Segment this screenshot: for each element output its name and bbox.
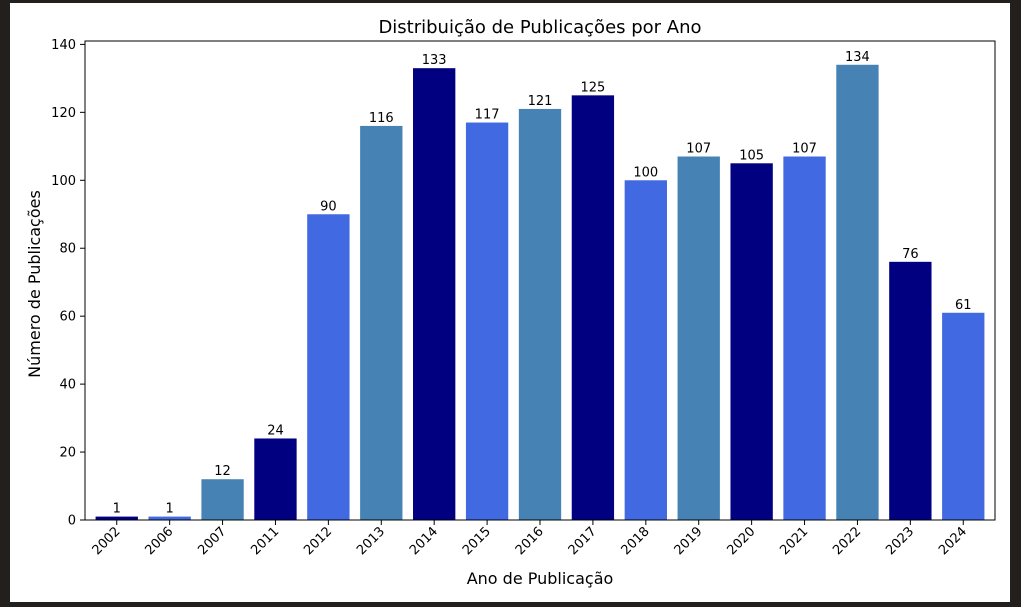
plot-area: 1 1 12 24 90 116 133 117 121 125 100 107 105 107 134 76… [51, 38, 996, 558]
bar-value-label: 12 [214, 464, 231, 479]
x-tick-label: 2016 [513, 524, 547, 558]
bar-value-label: 105 [739, 148, 764, 163]
y-tick-label: 40 [59, 378, 76, 393]
bar [836, 64, 879, 520]
bar [201, 479, 244, 520]
bar-value-label: 134 [845, 50, 870, 65]
bar [942, 312, 985, 520]
bar-value-label: 116 [369, 111, 394, 126]
bar-value-label: 90 [320, 199, 337, 214]
bar [254, 438, 297, 520]
y-axis-label: Número de Publicações [25, 190, 44, 378]
bar [677, 156, 720, 520]
bar [360, 125, 403, 521]
x-axis-label: Ano de Publicação [467, 569, 614, 588]
y-tick-label: 20 [59, 446, 76, 461]
bar-value-label: 1 [113, 502, 121, 517]
bar [148, 516, 191, 520]
x-tick-label: 2022 [830, 524, 864, 558]
bar-value-label: 125 [580, 80, 605, 95]
chart-title: Distribuição de Publicações por Ano [378, 17, 701, 38]
y-tick-label: 120 [51, 106, 76, 121]
y-tick-label: 80 [59, 242, 76, 257]
bar-value-label: 24 [267, 423, 284, 438]
bar-value-label: 107 [792, 142, 817, 157]
x-tick-label: 2011 [248, 524, 282, 558]
y-tick-label: 100 [51, 174, 76, 189]
bar-value-label: 121 [528, 94, 553, 109]
y-tick-label: 140 [51, 38, 76, 53]
x-tick-label: 2018 [619, 524, 653, 558]
bar-value-label: 76 [902, 247, 919, 262]
axes-frame [84, 40, 996, 521]
bar [307, 214, 350, 520]
bar [730, 163, 773, 521]
x-tick-label: 2006 [142, 524, 176, 558]
chart-frame: Distribuição de Publicações por Ano Ano … [10, 3, 1010, 602]
x-tick-label: 2017 [566, 524, 600, 558]
bar [783, 156, 826, 520]
bar-value-label: 100 [633, 165, 658, 180]
x-tick-label: 2024 [936, 524, 970, 558]
x-tick-label: 2021 [777, 524, 811, 558]
bar [518, 108, 562, 520]
x-tick-label: 2013 [354, 524, 388, 558]
y-tick-label: 0 [68, 514, 76, 529]
x-tick-label: 2023 [883, 524, 917, 558]
x-tick-label: 2015 [460, 524, 494, 558]
bar-chart: Distribuição de Publicações por Ano Ano … [25, 17, 996, 588]
x-tick-label: 2002 [90, 524, 124, 558]
x-tick-label: 2007 [195, 524, 229, 558]
bar-value-label: 117 [475, 108, 500, 123]
bar [571, 95, 615, 520]
bar [624, 180, 667, 520]
bar-value-label: 107 [686, 142, 711, 157]
bar [889, 261, 932, 520]
x-tick-label: 2020 [724, 524, 758, 558]
bar-value-label: 133 [422, 53, 447, 68]
bar [465, 122, 509, 520]
y-tick-label: 60 [59, 310, 76, 325]
bar [95, 516, 138, 520]
x-tick-label: 2019 [672, 524, 706, 558]
x-tick-label: 2012 [301, 524, 335, 558]
x-tick-label: 2014 [407, 524, 441, 558]
bar-value-label: 1 [166, 502, 174, 517]
bar [413, 68, 456, 521]
bar-value-label: 61 [955, 298, 972, 313]
